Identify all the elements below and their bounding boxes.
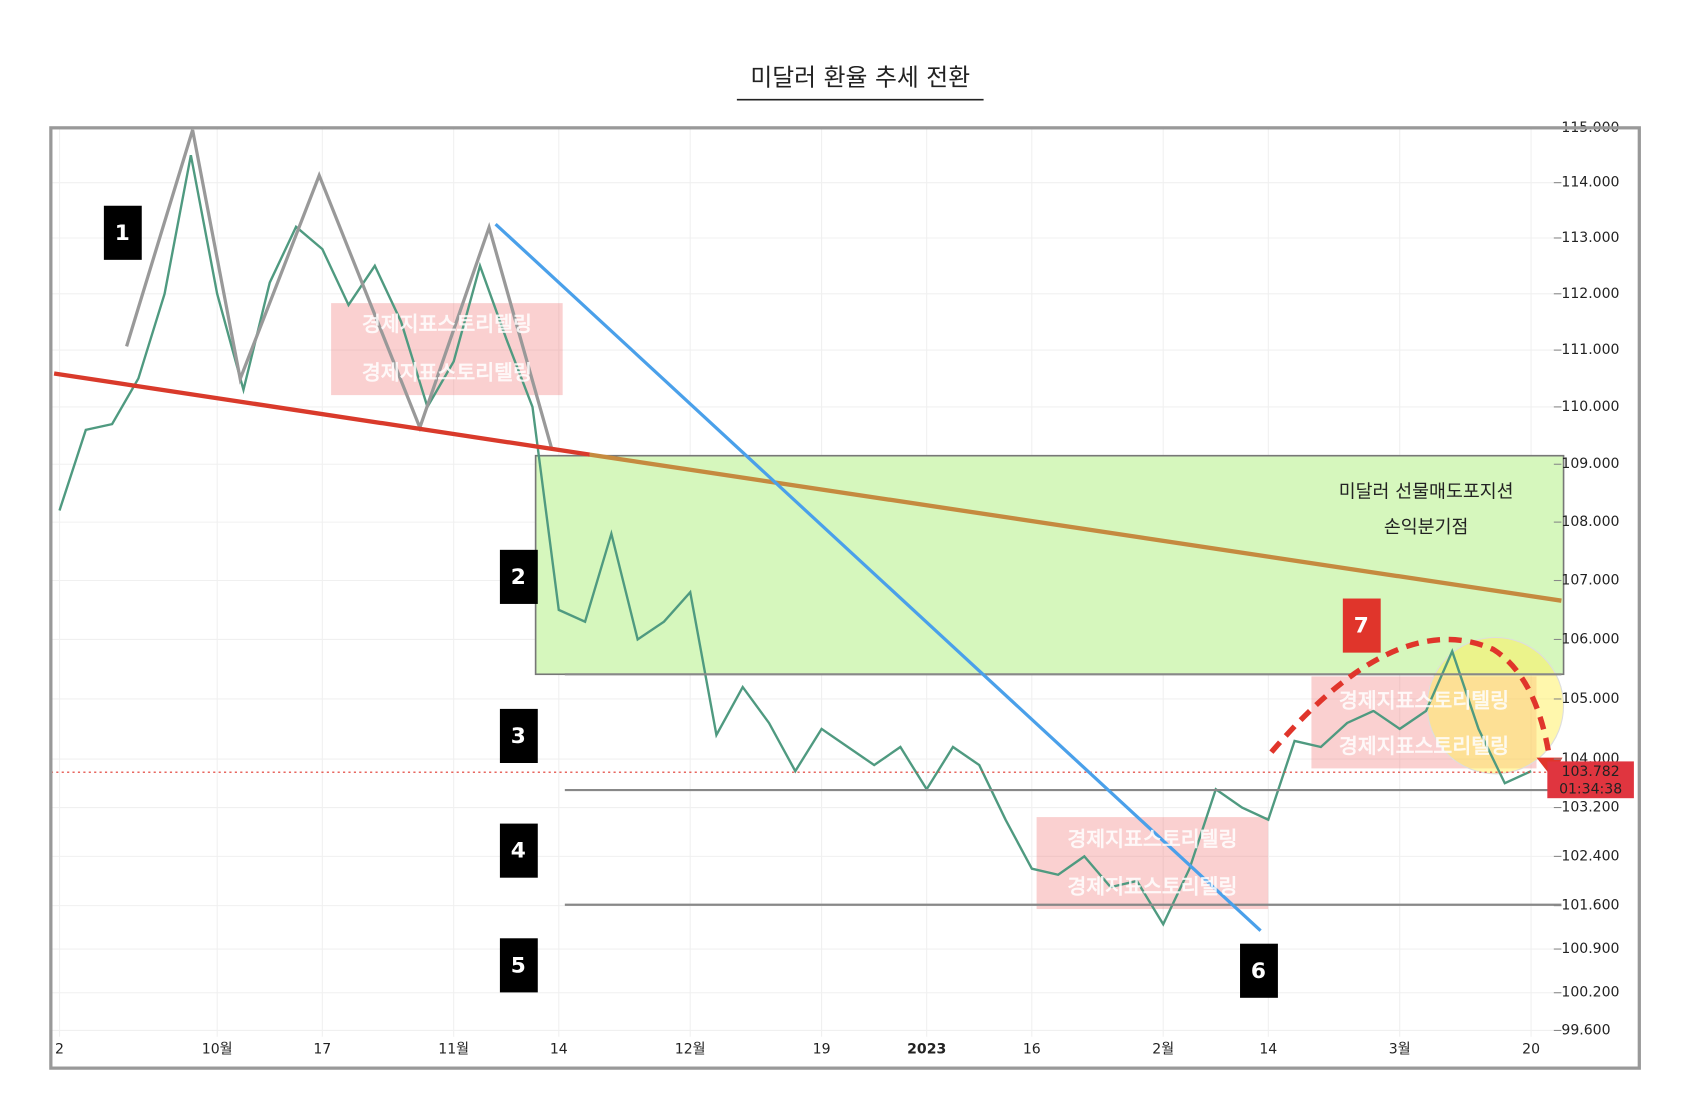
- annotations: 경제지표스토리텔링 경제지표스토리텔링 경제지표스토리텔링 경제지표스토리텔링 …: [53, 129, 1563, 998]
- forecast-arrow: [1269, 636, 1553, 759]
- plot: [50, 154, 1548, 927]
- watermark: 경제지표스토리텔링: [1067, 874, 1237, 898]
- y-tick-label: 112.000: [1561, 286, 1619, 302]
- marker-box: [1240, 943, 1278, 998]
- x-tick-label: 19: [813, 1042, 831, 1058]
- watermark: 경제지표스토리텔링: [1339, 734, 1509, 758]
- y-tick-label: 108.000: [1561, 514, 1619, 530]
- marker-box: [499, 823, 538, 878]
- watermark: 경제지표스토리텔링: [362, 360, 532, 384]
- y-tick-label: 100.900: [1561, 941, 1619, 957]
- marker-box: [499, 549, 538, 604]
- watermark: 경제지표스토리텔링: [362, 312, 532, 336]
- chart-title: 미달러 환율 추세 전환: [750, 64, 970, 92]
- marker-label: 5: [511, 953, 526, 978]
- x-tick-label: 14: [550, 1042, 568, 1058]
- frame: [49, 126, 1641, 1070]
- marker-box: [499, 938, 538, 993]
- price-tag: [1547, 761, 1634, 799]
- x-tick-label: 17: [313, 1042, 331, 1058]
- y-tick-label: 99.600: [1561, 1022, 1610, 1038]
- y-tick-label: 103.200: [1561, 800, 1619, 816]
- watermark: 경제지표스토리텔링: [1067, 827, 1237, 851]
- marker-label: 2: [511, 565, 526, 590]
- y-tick-label: 102.400: [1561, 848, 1619, 864]
- x-tick-label: 2월: [1152, 1042, 1174, 1058]
- x-tick-label: 2023: [907, 1042, 946, 1058]
- trend-line: [494, 222, 1262, 932]
- price-tag-timer: 01:34:38: [1559, 782, 1622, 798]
- marker-label: 6: [1251, 959, 1266, 984]
- marker-box: [103, 205, 142, 260]
- price-line: [58, 154, 1532, 927]
- pattern-line: [125, 129, 554, 450]
- y-tick-label: 100.200: [1561, 985, 1619, 1001]
- trend-line: [53, 371, 591, 457]
- y-tick-label: 106.000: [1561, 631, 1619, 647]
- marker-label: 7: [1354, 614, 1369, 639]
- x-tick-label: 10월: [202, 1042, 233, 1058]
- x-tick-label: 16: [1023, 1042, 1041, 1058]
- x-tick-label: 12월: [675, 1042, 706, 1058]
- y-tick-label: 113.000: [1561, 230, 1619, 246]
- y-tick-label: 110.000: [1561, 399, 1619, 415]
- x-tick-label: 20: [1522, 1042, 1540, 1058]
- x-tick-label: 3월: [1389, 1042, 1411, 1058]
- y-tick-label: 111.000: [1561, 342, 1619, 358]
- y-tick-label: 109.000: [1561, 456, 1619, 472]
- marker-label: 3: [511, 724, 526, 749]
- trend-line: [589, 452, 1562, 603]
- axes: 115.000114.000113.000112.000111.000110.0…: [55, 120, 1634, 1058]
- marker-box: [499, 708, 538, 763]
- x-tick-label: 11월: [438, 1042, 469, 1058]
- marker-box: [1342, 598, 1381, 653]
- marker-label: 1: [115, 221, 130, 246]
- breakeven-zone: [534, 454, 1565, 676]
- zone-label: 미달러 선물매도포지션: [1339, 481, 1514, 502]
- y-tick-label: 101.600: [1561, 898, 1619, 914]
- watermark: 경제지표스토리텔링: [1339, 688, 1509, 712]
- x-tick-label: 2: [55, 1042, 64, 1058]
- zone-label: 손익분기점: [1384, 517, 1469, 538]
- price-tag-value: 103.782: [1562, 764, 1620, 780]
- y-tick-label: 107.000: [1561, 573, 1619, 589]
- y-tick-label: 105.000: [1561, 691, 1619, 707]
- x-tick-label: 14: [1259, 1042, 1277, 1058]
- marker-label: 4: [511, 839, 526, 864]
- y-tick-label: 114.000: [1561, 175, 1619, 191]
